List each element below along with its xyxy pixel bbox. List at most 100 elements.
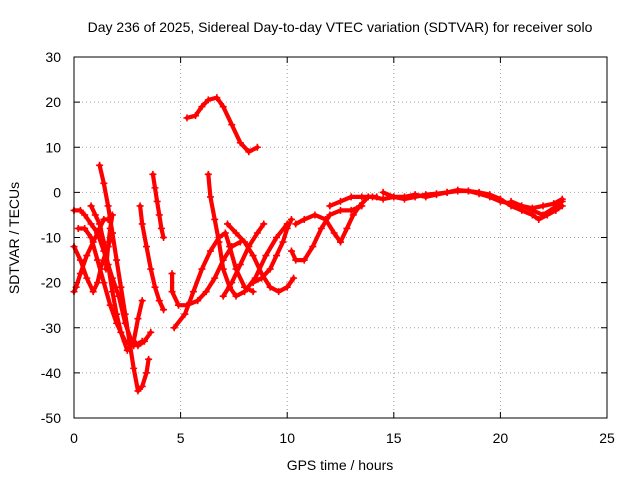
data-point	[181, 310, 189, 318]
data-point	[138, 297, 146, 305]
series-arc-16	[183, 94, 261, 156]
data-point	[358, 193, 366, 201]
data-point	[138, 382, 146, 390]
data-point	[219, 292, 227, 300]
x-tick-label: 25	[599, 430, 615, 446]
data-point	[183, 114, 191, 122]
data-point	[287, 247, 295, 255]
data-point	[390, 193, 398, 201]
data-point	[400, 195, 408, 203]
series-arc-14	[224, 220, 298, 296]
data-point	[168, 270, 176, 278]
data-point	[379, 195, 387, 203]
data-point	[262, 252, 270, 260]
series-arc-13	[219, 220, 268, 300]
data-point	[174, 301, 182, 309]
data-point	[349, 211, 357, 219]
data-point	[475, 190, 483, 198]
y-tick-label: 20	[45, 94, 61, 110]
series-arc-7	[102, 211, 116, 273]
data-point	[249, 288, 257, 296]
y-axis-label: SDTVAR / TECUs	[6, 182, 22, 294]
data-point	[121, 310, 129, 318]
data-point	[558, 197, 566, 205]
data-point	[443, 188, 451, 196]
data-point	[157, 224, 165, 232]
data-point	[317, 224, 325, 232]
data-point	[241, 238, 249, 246]
data-point	[91, 211, 99, 219]
data-point	[213, 94, 221, 102]
data-point	[83, 274, 91, 282]
data-point	[189, 288, 197, 296]
data-point	[326, 211, 334, 219]
data-point	[104, 202, 112, 210]
data-point	[113, 310, 121, 318]
data-point	[219, 265, 227, 273]
data-point	[134, 315, 142, 323]
series-arc-10	[168, 238, 244, 309]
data-point	[160, 306, 168, 314]
data-point	[300, 256, 308, 264]
data-point	[292, 220, 300, 228]
data-point	[311, 211, 319, 219]
data-point	[76, 206, 84, 214]
data-point	[347, 193, 355, 201]
series-arc-8	[136, 202, 168, 314]
data-point	[106, 301, 114, 309]
data-point	[93, 279, 101, 287]
data-point	[309, 243, 317, 251]
data-point	[125, 337, 133, 345]
series-arc-17	[287, 202, 366, 264]
data-point	[518, 202, 526, 210]
data-point	[241, 288, 249, 296]
data-point	[93, 256, 101, 264]
data-point	[136, 202, 144, 210]
data-point	[211, 274, 219, 282]
data-point	[226, 243, 234, 251]
data-point	[87, 202, 95, 210]
data-point	[528, 206, 536, 214]
data-point	[100, 279, 108, 287]
data-point	[204, 96, 212, 104]
data-point	[337, 206, 344, 214]
data-point	[81, 211, 89, 219]
data-point	[411, 193, 419, 201]
data-point	[206, 193, 214, 201]
data-point	[535, 215, 543, 223]
data-point	[422, 191, 430, 199]
data-point	[147, 265, 155, 273]
series-line	[221, 221, 266, 299]
series-arc-5	[87, 202, 146, 354]
data-point	[87, 220, 95, 228]
data-point	[266, 265, 274, 273]
data-point	[232, 229, 240, 237]
data-point	[219, 103, 227, 111]
data-point	[273, 234, 281, 241]
data-point	[300, 215, 308, 223]
data-point	[253, 143, 261, 151]
data-point	[330, 229, 338, 237]
series-arc-9	[149, 170, 168, 241]
data-point	[113, 256, 121, 264]
x-tick-label: 15	[386, 430, 402, 446]
series-arc-20	[379, 186, 566, 212]
data-point	[245, 148, 253, 156]
data-point	[149, 170, 157, 178]
series-line	[103, 212, 115, 272]
data-point	[100, 238, 108, 246]
x-tick-label: 5	[177, 430, 185, 446]
data-point	[337, 197, 344, 205]
x-tick-label: 20	[493, 430, 509, 446]
data-point	[356, 202, 364, 210]
x-axis-label: GPS time / hours	[287, 457, 394, 473]
series-line	[170, 239, 243, 308]
data-point	[322, 215, 330, 223]
data-point	[153, 197, 161, 205]
y-tick-label: 0	[53, 184, 61, 200]
data-point	[507, 197, 515, 205]
data-point	[279, 238, 287, 246]
data-point	[147, 328, 155, 336]
series-arc-12	[204, 170, 291, 300]
